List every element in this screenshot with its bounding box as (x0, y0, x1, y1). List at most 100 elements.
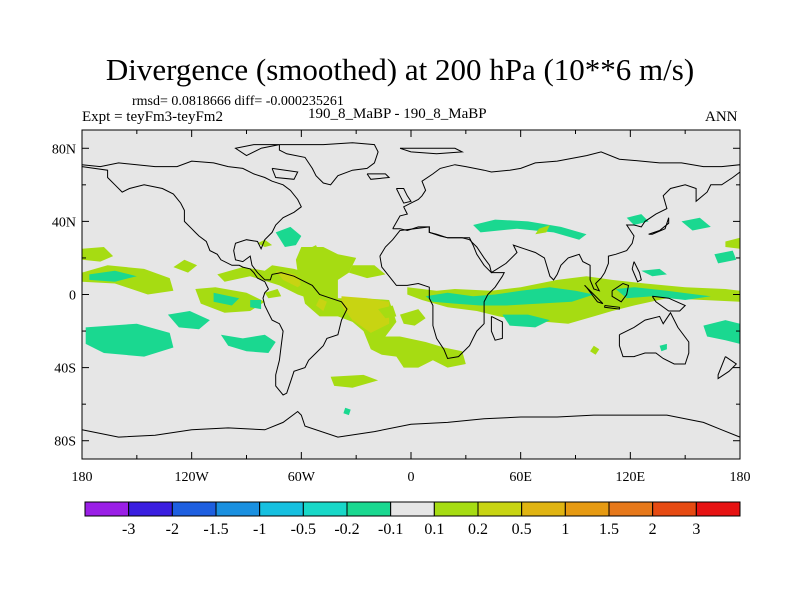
x-tick-label: 120W (175, 470, 210, 485)
y-tick-label: 40N (52, 215, 76, 230)
contour-region-2 (89, 270, 137, 282)
contour-region-32 (681, 217, 711, 231)
contour-region-9 (85, 323, 174, 357)
colorbar-label: 0.1 (424, 521, 444, 538)
contour-region-18 (378, 305, 397, 319)
coastline-6 (618, 311, 690, 365)
colorbar-label: -0.5 (291, 521, 316, 538)
coastline-7 (81, 410, 741, 438)
contour-region-27 (615, 287, 711, 300)
contour-region-8 (275, 270, 305, 288)
colorbar-box (128, 501, 173, 517)
coastline-3 (392, 151, 741, 292)
contour-region-7 (217, 265, 316, 299)
colorbar-box (652, 501, 697, 517)
colorbar-label: -1.5 (203, 521, 228, 538)
colorbar-label: 3 (692, 521, 700, 538)
colorbar-box (608, 501, 654, 517)
colorbar-label: -3 (122, 521, 135, 538)
coastline-11 (648, 217, 670, 235)
colorbar: -3 -2 -1.5 -1 -0.5 -0.2 -0.1 0.1 0.2 0.5 1 1.5 2 3 (84, 501, 741, 538)
colorbar-box (695, 501, 741, 517)
coastline-14 (611, 282, 630, 303)
colorbar-label: -0.1 (378, 521, 403, 538)
contour-region-36 (703, 320, 740, 344)
colorbar-box (521, 501, 566, 517)
contour-region-30 (535, 225, 550, 235)
period-label: ANN (705, 109, 738, 125)
coastline-1 (278, 142, 379, 186)
contour-region-11 (275, 226, 302, 247)
colorbar-label: -2 (166, 521, 179, 538)
colorbar-box (259, 501, 304, 517)
contour-region-31 (626, 214, 649, 225)
contour-region-10 (167, 311, 210, 330)
colorbar-box (346, 501, 392, 517)
coastline-2 (366, 173, 391, 180)
chart-title: Divergence (smoothed) at 200 hPa (10**6 … (105, 52, 695, 87)
x-tick-label: 60W (288, 470, 316, 485)
contour-region-16 (316, 298, 327, 311)
axes: 180 120W 60W 0 60E 120E 180 80N 40N 0 40S 80S (52, 130, 751, 485)
contour-region-3 (173, 259, 198, 273)
contour-region-28 (502, 314, 550, 328)
colorbar-box (433, 501, 479, 517)
y-tick-label: 0 (69, 289, 76, 304)
contour-region-13 (257, 239, 273, 247)
x-tick-label: 120E (616, 470, 646, 485)
contour-region-35 (641, 268, 667, 277)
x-tick-label: 180 (72, 470, 93, 485)
contour-region-29 (473, 219, 587, 240)
colorbar-label: -1 (253, 521, 266, 538)
colorbar-box (302, 501, 348, 517)
colorbar-label: 1.5 (599, 521, 619, 538)
contour-region-6 (264, 289, 282, 299)
colorbar-box (390, 501, 435, 517)
contour-region-20 (220, 334, 276, 353)
colorbar-label: 1 (561, 521, 569, 538)
coastline-5 (490, 315, 503, 341)
contour-region-24 (250, 300, 262, 310)
colorbar-box (171, 501, 217, 517)
coastline-16 (631, 261, 642, 283)
coastline-0 (81, 160, 348, 396)
coastline-4 (379, 226, 506, 360)
x-tick-label: 0 (408, 470, 415, 485)
colorbar-label: 0.5 (512, 521, 532, 538)
contour-regions (82, 214, 740, 416)
experiment-label: Expt = teyFm3-teyFm2 (82, 109, 223, 125)
coastline-17 (399, 147, 465, 155)
contour-region-34 (714, 250, 737, 264)
colorbar-box (564, 501, 610, 517)
contour-region-5 (213, 292, 240, 306)
contour-region-33 (725, 237, 740, 249)
contour-region-15 (341, 296, 390, 333)
coastline-12 (584, 285, 604, 305)
contour-region-26 (425, 287, 594, 306)
coastline-9 (234, 144, 280, 157)
colorbar-label: 2 (649, 521, 657, 538)
colorbar-label: 0.2 (468, 521, 488, 538)
y-tick-label: 80N (52, 142, 76, 157)
contour-region-22 (343, 407, 351, 416)
case-label: 190_8_MaBP - 190_8_MaBP (308, 106, 487, 122)
colorbar-box (84, 501, 130, 517)
contour-region-17 (348, 265, 386, 279)
colorbar-label: -0.2 (334, 521, 359, 538)
contour-region-23 (590, 345, 600, 355)
contour-region-19 (400, 309, 426, 326)
contour-region-37 (330, 374, 379, 388)
y-tick-label: 40S (54, 362, 76, 377)
coastline-8 (395, 188, 412, 204)
contour-region-38 (659, 343, 667, 352)
contour-region-0 (82, 247, 114, 262)
coastlines (81, 142, 741, 438)
colorbar-box (215, 501, 261, 517)
x-tick-label: 180 (730, 470, 751, 485)
coastline-10 (271, 167, 299, 180)
coastline-18 (717, 356, 738, 380)
y-tick-label: 80S (54, 435, 76, 450)
x-tick-label: 60E (509, 470, 532, 485)
stats-label: rmsd= 0.0818666 diff= -0.000235261 (132, 94, 344, 109)
